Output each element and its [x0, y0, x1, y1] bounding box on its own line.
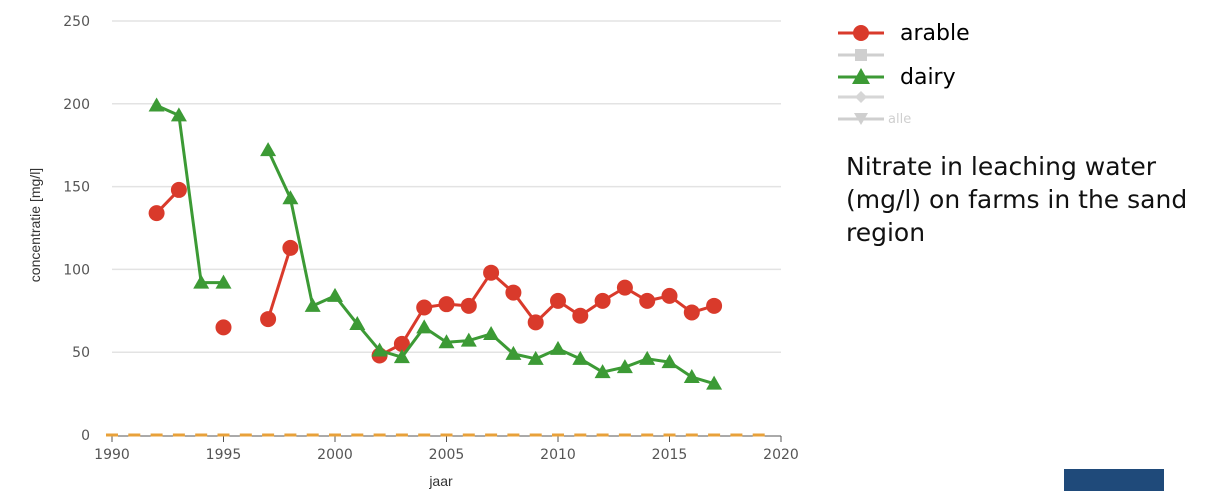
legend-item-alle[interactable]: alle	[836, 108, 911, 130]
arable-point	[460, 297, 477, 314]
dairy-point	[371, 342, 388, 357]
x-tick-label: 2020	[763, 447, 799, 463]
arable-point	[550, 292, 566, 309]
nitrate-line-chart: 0 50 100 150 200 250 1990 1995 2000 2005 2010 2015…	[27, 14, 799, 489]
dairy-point	[282, 190, 299, 205]
dairy-point	[483, 325, 500, 340]
y-tick-label: 250	[63, 14, 90, 30]
legend-item-hidden-series[interactable]	[836, 86, 886, 108]
dairy-point	[639, 350, 656, 365]
dairy-point	[527, 350, 544, 365]
legend-item-hidden-series[interactable]	[836, 44, 886, 66]
dairy-point	[706, 375, 723, 390]
legend-label-alle: alle	[888, 111, 912, 127]
dairy-point	[683, 369, 700, 384]
arable-point	[683, 304, 700, 321]
arable-point	[616, 279, 633, 296]
legend-label-dairy: dairy	[900, 64, 956, 90]
legend-label-arable: arable	[900, 20, 970, 46]
arable-point	[706, 297, 723, 314]
y-tick-label: 0	[81, 428, 90, 444]
arable-point	[282, 239, 299, 256]
x-tick-label: 2015	[652, 447, 688, 463]
dairy-point	[304, 297, 321, 312]
y-tick-label: 200	[63, 97, 90, 113]
arable-point	[527, 314, 544, 331]
dairy-point	[170, 107, 187, 122]
x-tick-labels: 1990 1995 2000 2005 2010 2015 2020	[94, 435, 799, 463]
x-axis-title: jaar	[428, 473, 453, 489]
dairy-point	[193, 274, 210, 289]
grid-lines	[112, 20, 781, 353]
arable-point	[483, 264, 500, 281]
arable-point	[639, 292, 656, 309]
arable-point	[438, 296, 455, 313]
legend-item-dairy[interactable]: dairy	[836, 64, 956, 90]
dairy-point	[661, 354, 678, 369]
arable-point	[215, 319, 232, 336]
arable-point	[416, 299, 433, 316]
y-tick-label: 50	[72, 345, 90, 361]
dairy-point	[349, 316, 366, 331]
legend-item-arable[interactable]: arable	[836, 20, 970, 46]
chart-caption: Nitrate in leaching water (mg/l) on farm…	[846, 152, 1188, 247]
dairy-point	[416, 319, 433, 334]
arable-point	[260, 311, 277, 328]
y-axis-title: concentratie [mg/l]	[27, 168, 43, 282]
series-arable	[148, 181, 723, 364]
arable-point	[170, 181, 187, 198]
arable-point	[148, 205, 165, 222]
arable-point	[505, 284, 522, 301]
triangle-down-marker-icon	[838, 113, 884, 125]
arable-line-segment	[266, 247, 292, 320]
dairy-point	[594, 364, 611, 379]
brand-bar	[1064, 469, 1164, 491]
triangle-marker-icon	[838, 68, 884, 84]
y-tick-label: 100	[63, 262, 90, 278]
arable-point	[594, 292, 611, 309]
x-tick-label: 1990	[94, 447, 130, 463]
arable-point	[393, 335, 410, 352]
dairy-point	[393, 349, 410, 364]
dairy-point	[438, 334, 455, 349]
dairy-point	[148, 97, 165, 112]
dairy-point	[327, 287, 343, 302]
diamond-marker-icon	[838, 91, 884, 103]
y-tick-labels: 0 50 100 150 200 250	[63, 14, 90, 444]
arable-point	[572, 307, 589, 324]
x-tick-label: 1995	[206, 447, 242, 463]
dairy-point	[616, 359, 633, 374]
x-tick-label: 2010	[540, 447, 576, 463]
y-tick-label: 150	[63, 180, 90, 196]
data-series	[148, 97, 723, 390]
dairy-line-segment	[155, 104, 224, 285]
square-marker-icon	[838, 49, 884, 61]
dairy-point	[572, 350, 589, 365]
dairy-point	[460, 332, 477, 347]
dairy-point	[260, 142, 277, 157]
arable-point	[661, 287, 678, 304]
chart-legend: arable dairy alle	[836, 14, 1036, 134]
x-tick-label: 2005	[429, 447, 465, 463]
dairy-point	[505, 345, 522, 360]
series-dairy	[148, 97, 723, 390]
x-tick-label: 2000	[317, 447, 353, 463]
dairy-point	[550, 340, 566, 355]
arable-line-segment	[378, 271, 715, 357]
circle-marker-icon	[838, 25, 884, 41]
dairy-point	[215, 274, 232, 289]
